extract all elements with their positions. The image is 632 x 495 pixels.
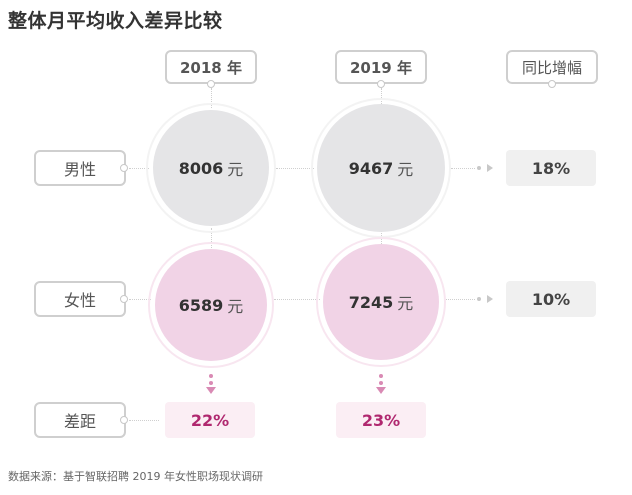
column-header-2019: 2019 年 [335, 50, 427, 84]
connector-dot [209, 381, 213, 385]
gap-2019-badge: 23% [336, 402, 426, 438]
connector-dot [209, 374, 213, 378]
female-2019-value: 7245 [348, 292, 394, 312]
unit-label: 元 [397, 294, 414, 313]
row-label-female: 女性 [34, 281, 126, 317]
connector-knob [548, 80, 556, 88]
horizontal-connector [451, 168, 475, 169]
horizontal-connector [129, 420, 159, 421]
connector-knob [377, 80, 385, 88]
horizontal-connector [129, 299, 151, 300]
circle-ring [146, 103, 276, 233]
connector-knob [207, 80, 215, 88]
male-2019-value: 9467 [348, 158, 394, 178]
arrow-right-icon [487, 295, 493, 303]
connector-knob [120, 295, 128, 303]
male-2018-circle: 8006 元 [153, 110, 269, 226]
male-2019-circle: 9467 元 [317, 104, 445, 232]
horizontal-connector [276, 168, 314, 169]
page-title: 整体月平均收入差异比较 [8, 10, 223, 32]
column-header-yoy: 同比增幅 [506, 50, 598, 84]
horizontal-connector [129, 168, 149, 169]
connector-dot [477, 297, 481, 301]
gap-2018-badge: 22% [165, 402, 255, 438]
unit-label: 元 [227, 160, 244, 179]
connector-knob [120, 416, 128, 424]
vertical-connector [211, 88, 212, 108]
male-2018-value: 8006 [178, 158, 224, 178]
vertical-connector [211, 228, 212, 248]
unit-label: 元 [227, 297, 244, 316]
female-2018-circle: 6589 元 [155, 249, 267, 361]
horizontal-connector [274, 299, 320, 300]
arrow-down-icon [206, 387, 216, 394]
column-header-2018: 2018 年 [165, 50, 257, 84]
arrow-down-icon [376, 387, 386, 394]
connector-dot [477, 166, 481, 170]
source-note: 数据来源：基于智联招聘 2019 年女性职场现状调研 [8, 470, 263, 483]
horizontal-connector [446, 299, 475, 300]
connector-dot [379, 381, 383, 385]
female-2018-value: 6589 [178, 295, 224, 315]
circle-ring [148, 242, 274, 368]
female-2019-circle: 7245 元 [323, 244, 439, 360]
row-label-male: 男性 [34, 150, 126, 186]
unit-label: 元 [397, 160, 414, 179]
male-yoy-badge: 18% [506, 150, 596, 186]
arrow-right-icon [487, 164, 493, 172]
female-yoy-badge: 10% [506, 281, 596, 317]
connector-knob [120, 164, 128, 172]
connector-dot [379, 374, 383, 378]
circle-ring [316, 237, 446, 367]
row-label-gap: 差距 [34, 402, 126, 438]
